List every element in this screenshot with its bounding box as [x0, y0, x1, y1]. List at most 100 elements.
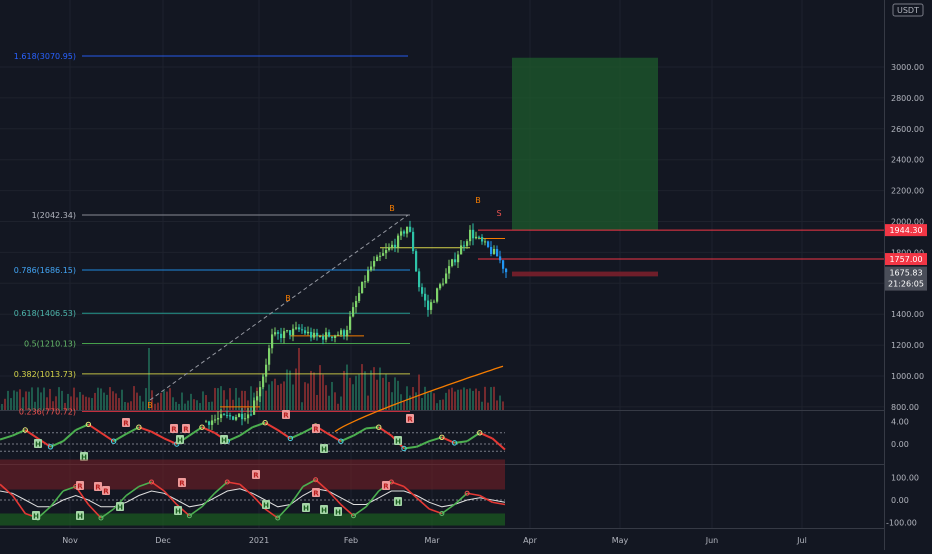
- candle-body: [208, 421, 211, 425]
- volume-bar: [262, 374, 264, 410]
- volume-bar: [484, 386, 486, 410]
- buy-sell-signal: S: [496, 209, 501, 218]
- candle-body: [397, 235, 400, 248]
- osc2-series-segment: [188, 506, 203, 517]
- candle-body: [382, 253, 385, 256]
- volume-bar: [481, 401, 483, 410]
- osc2-signal-box: [382, 481, 390, 490]
- osc2-signal-badge: R: [76, 481, 84, 491]
- candle-body: [448, 266, 451, 274]
- volume-bar: [40, 392, 42, 410]
- volume-bar: [205, 395, 207, 410]
- volume-bar: [133, 386, 135, 410]
- fib-level-label: 0.5(1210.13): [24, 340, 76, 349]
- candle-body: [262, 376, 265, 388]
- volume-bar: [184, 403, 186, 410]
- volume-bar: [61, 390, 63, 410]
- candle-body: [496, 249, 499, 257]
- candle-body: [310, 331, 313, 338]
- osc1-signal-badge: R: [170, 424, 178, 434]
- volume-bar: [274, 378, 276, 410]
- candle-body: [238, 413, 241, 418]
- osc1-tick-label: 4.00: [891, 418, 909, 427]
- osc2-series-segment: [201, 492, 216, 508]
- candle-body: [466, 241, 469, 246]
- osc2-signal-box: [302, 503, 310, 512]
- osc1-signal-box: [220, 435, 228, 444]
- osc1-pivot-point: [85, 421, 92, 428]
- osc2-pivot-point: [98, 515, 104, 521]
- candle-body: [412, 231, 415, 252]
- volume-bar: [436, 403, 438, 410]
- volume-bar: [388, 381, 390, 410]
- volume-bar: [220, 386, 222, 410]
- price-tick-label: 1200.00: [891, 341, 924, 350]
- osc2-signal-box: [116, 502, 124, 511]
- candle-body: [286, 330, 289, 332]
- volume-bar: [493, 386, 495, 410]
- candle-body: [451, 259, 454, 267]
- candle-body: [418, 271, 421, 288]
- candle-body: [424, 293, 427, 301]
- osc1-signal-text: R: [171, 426, 177, 434]
- osc2-pivot-point: [275, 515, 281, 521]
- volume-bar: [502, 401, 504, 410]
- osc1-signal-badge: H: [34, 439, 42, 449]
- candle-body: [268, 348, 271, 365]
- osc1-signal-box: [176, 435, 184, 444]
- resistance-price-tag-text: 1944.30: [889, 226, 922, 235]
- osc2-series-segment: [151, 481, 165, 492]
- candle-body: [475, 236, 478, 239]
- osc1-signal-text: R: [407, 416, 413, 424]
- volume-bar: [280, 383, 282, 410]
- volume-bar: [7, 390, 9, 410]
- candle-body: [214, 419, 217, 421]
- osc2-series-segment: [403, 485, 418, 499]
- osc2-pivot-point: [439, 511, 445, 516]
- volume-bar: [193, 399, 195, 410]
- osc1-signal-badge: R: [406, 414, 414, 424]
- volume-bar: [367, 395, 369, 410]
- candle-body: [220, 414, 223, 418]
- osc2-signal-badge: H: [262, 500, 270, 510]
- candle-body: [301, 329, 304, 331]
- price-tick-label: 2200.00: [891, 187, 924, 196]
- osc2-signal-badge: R: [94, 482, 102, 492]
- stop-zone: [512, 271, 658, 277]
- volume-bar: [340, 396, 342, 410]
- candle-body: [253, 400, 256, 415]
- osc2-signal-badge: H: [76, 511, 84, 521]
- volume-bar: [385, 374, 387, 410]
- osc1-signal-box: [312, 424, 320, 433]
- volume-bar: [28, 391, 30, 410]
- candle-body: [331, 336, 334, 338]
- volume-bar: [79, 392, 81, 410]
- osc2-series-segment: [453, 492, 468, 506]
- osc1-signal-badge: H: [320, 444, 328, 454]
- price-tick-label: 3000.00: [891, 63, 924, 72]
- volume-bar: [250, 386, 252, 410]
- volume-bar: [424, 386, 426, 410]
- osc2-series-segment: [100, 508, 115, 519]
- currency-badge-text: USDT: [897, 6, 919, 15]
- currency-badge: USDT: [892, 3, 924, 17]
- osc2-signal-box: [76, 511, 84, 520]
- osc1-pivot-point: [401, 445, 407, 452]
- volume-bar: [433, 393, 435, 410]
- osc2-signal-badge: R: [252, 470, 260, 480]
- volume-bar: [154, 403, 156, 410]
- volume-bar: [241, 390, 243, 410]
- osc2-signal-badge: H: [116, 502, 124, 512]
- candle-body: [259, 387, 262, 397]
- volume-bar: [127, 402, 129, 410]
- volume-bar: [445, 392, 447, 410]
- osc2-series-segment: [11, 495, 26, 514]
- last-price-box: [885, 266, 927, 291]
- volume-bar: [43, 387, 45, 410]
- fib-level-label: 0.786(1686.15): [14, 266, 76, 275]
- osc2-signal-text: H: [77, 513, 83, 521]
- osc1-signal-box: [406, 414, 414, 423]
- volume-bar: [76, 397, 78, 410]
